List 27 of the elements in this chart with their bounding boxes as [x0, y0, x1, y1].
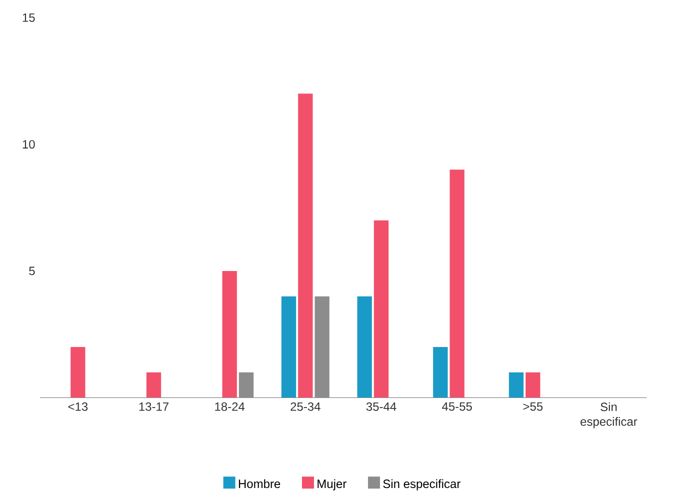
bar — [433, 346, 448, 398]
legend-label: Hombre — [238, 479, 280, 488]
x-tick-label: 18-24 — [215, 402, 245, 411]
y-tick-label: 10 — [22, 140, 35, 149]
legend-label: Sin especificar — [383, 479, 460, 490]
legend-label: Mujer — [318, 479, 346, 490]
bar — [357, 296, 372, 398]
bar — [526, 372, 540, 398]
x-tick-label: 13-17 — [139, 402, 168, 411]
x-tick-label: 45-55 — [442, 402, 472, 411]
y-tick-label: 15 — [22, 13, 35, 22]
bar — [281, 296, 296, 398]
x-tick-label: <13 — [68, 402, 88, 411]
y-tick-label: 5 — [29, 266, 35, 276]
x-tick-label: >55 — [523, 402, 543, 411]
bar — [314, 296, 330, 398]
bar — [70, 346, 86, 398]
x-tick-label: Sin especificar — [580, 402, 638, 428]
x-tick-label: 35-44 — [366, 402, 396, 411]
bar — [374, 220, 389, 398]
bar — [298, 94, 313, 398]
bar — [222, 270, 237, 398]
x-tick-label: 25-34 — [290, 402, 320, 411]
bar — [238, 372, 254, 398]
bar — [450, 170, 464, 398]
bar — [146, 372, 162, 398]
bar — [508, 372, 524, 398]
